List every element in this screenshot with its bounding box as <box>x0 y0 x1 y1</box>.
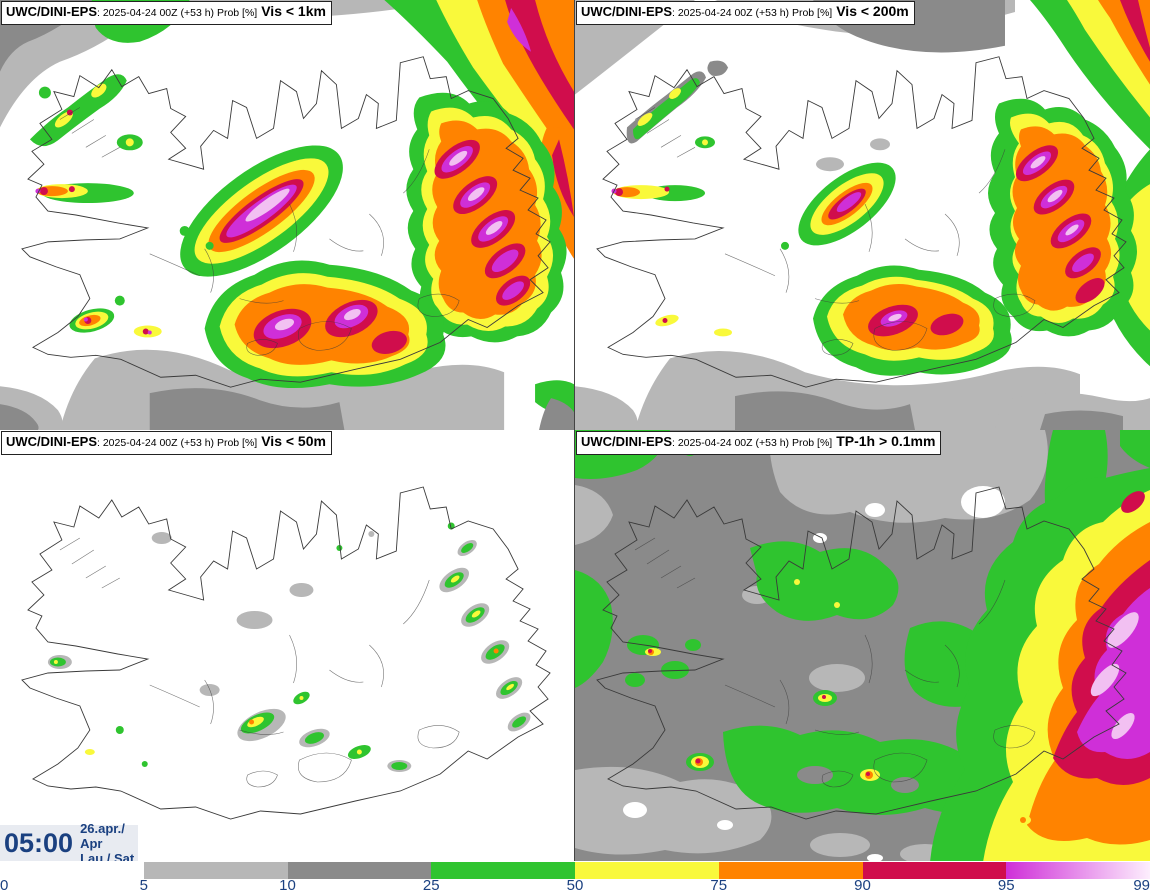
valid-time: 05:00 <box>4 828 74 858</box>
run-info: : 2025-04-24 00Z (+53 h) Prob [%] <box>672 7 833 19</box>
colorbar-segment-5-10 <box>143 862 288 879</box>
parameter-label: Vis < 50m <box>261 433 326 449</box>
colorbar-tick-99: 99 <box>1133 877 1150 891</box>
colorbar-tick-75: 75 <box>710 877 728 891</box>
valid-date-month: 26.apr./ Apr <box>80 821 125 851</box>
map-vis-50m-canvas <box>0 430 574 862</box>
map-tp-1h-canvas <box>575 430 1150 862</box>
probability-colorbar: 0 5 10 25 50 75 90 95 99 <box>0 861 1150 891</box>
map-panel-vis-200m: UWC/DINI-EPS: 2025-04-24 00Z (+53 h) Pro… <box>575 0 1150 430</box>
panel-title-tp-1h: UWC/DINI-EPS: 2025-04-24 00Z (+53 h) Pro… <box>576 431 942 455</box>
colorbar-tick-0: 0 <box>0 877 9 891</box>
run-info: : 2025-04-24 00Z (+53 h) Prob [%] <box>97 437 258 449</box>
colorbar-tick-95: 95 <box>997 877 1015 891</box>
colorbar-segment-95-99 <box>1006 862 1150 879</box>
colorbar-segment-75-90 <box>718 862 863 879</box>
map-vis-200m-canvas <box>575 0 1150 430</box>
parameter-label: TP-1h > 0.1mm <box>836 433 936 449</box>
colorbar-ticks: 0 5 10 25 50 75 90 95 99 <box>0 877 1150 891</box>
map-vis-1km-canvas <box>0 0 574 430</box>
parameter-label: Vis < 1km <box>261 3 326 19</box>
run-info: : 2025-04-24 00Z (+53 h) Prob [%] <box>672 437 833 449</box>
model-name: UWC/DINI-EPS <box>6 434 97 449</box>
panel-title-vis-50m: UWC/DINI-EPS: 2025-04-24 00Z (+53 h) Pro… <box>1 431 332 455</box>
panel-title-vis-1km: UWC/DINI-EPS: 2025-04-24 00Z (+53 h) Pro… <box>1 1 332 25</box>
colorbar-segment-90-95 <box>862 862 1007 879</box>
colorbar-segment-25-50 <box>431 862 575 879</box>
colorbar-tick-25: 25 <box>422 877 440 891</box>
run-info: : 2025-04-24 00Z (+53 h) Prob [%] <box>97 7 258 19</box>
panel-title-vis-200m: UWC/DINI-EPS: 2025-04-24 00Z (+53 h) Pro… <box>576 1 915 25</box>
colorbar-segment-0-5 <box>0 862 144 879</box>
map-panel-vis-1km: UWC/DINI-EPS: 2025-04-24 00Z (+53 h) Pro… <box>0 0 575 430</box>
colorbar-tick-90: 90 <box>854 877 871 891</box>
model-name: UWC/DINI-EPS <box>581 434 672 449</box>
parameter-label: Vis < 200m <box>836 3 909 19</box>
colorbar-segment-50-75 <box>575 862 719 879</box>
valid-time-block: 05:00 26.apr./ Apr Lau./ Sat <box>0 821 138 866</box>
model-name: UWC/DINI-EPS <box>6 4 97 19</box>
colorbar-tick-5: 5 <box>139 877 148 891</box>
map-panel-vis-50m: UWC/DINI-EPS: 2025-04-24 00Z (+53 h) Pro… <box>0 430 575 862</box>
map-panel-tp-1h: UWC/DINI-EPS: 2025-04-24 00Z (+53 h) Pro… <box>575 430 1150 862</box>
colorbar-segments <box>0 862 1150 879</box>
model-name: UWC/DINI-EPS <box>581 4 672 19</box>
valid-date: 26.apr./ Apr Lau./ Sat <box>80 821 138 866</box>
colorbar-segment-10-25 <box>287 862 432 879</box>
colorbar-tick-10: 10 <box>279 877 296 891</box>
colorbar-tick-50: 50 <box>566 877 584 891</box>
